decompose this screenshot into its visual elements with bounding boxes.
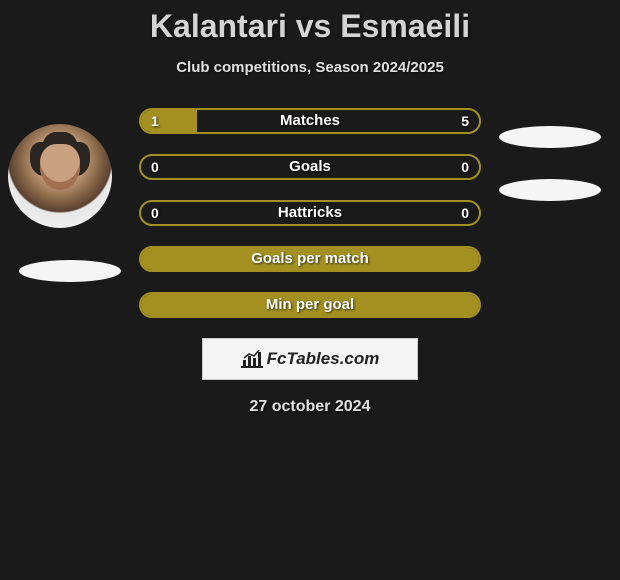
stat-bar-hattricks: 0 Hattricks 0 bbox=[139, 200, 481, 226]
chart-icon bbox=[241, 350, 263, 368]
stat-right-value: 5 bbox=[461, 110, 469, 132]
stat-right-value: 0 bbox=[461, 202, 469, 224]
logo-text: FcTables.com bbox=[267, 349, 380, 369]
stat-bar-goals: 0 Goals 0 bbox=[139, 154, 481, 180]
stat-label: Goals bbox=[141, 156, 479, 178]
stat-right-value: 0 bbox=[461, 156, 469, 178]
player-right-badge-2 bbox=[499, 179, 601, 201]
stat-label: Goals per match bbox=[141, 248, 479, 270]
date-label: 27 october 2024 bbox=[0, 398, 620, 416]
stat-bar-goals-per-match: Goals per match bbox=[139, 246, 481, 272]
page-title: Kalantari vs Esmaeili bbox=[0, 0, 620, 45]
player-right-badge-1 bbox=[499, 126, 601, 148]
player-left-avatar bbox=[8, 124, 112, 228]
player-left-badge bbox=[19, 260, 121, 282]
stat-bar-min-per-goal: Min per goal bbox=[139, 292, 481, 318]
subtitle: Club competitions, Season 2024/2025 bbox=[0, 59, 620, 76]
stat-label: Min per goal bbox=[141, 294, 479, 316]
fctables-logo: FcTables.com bbox=[202, 338, 418, 380]
stat-label: Hattricks bbox=[141, 202, 479, 224]
stat-bar-matches: 1 Matches 5 bbox=[139, 108, 481, 134]
stat-label: Matches bbox=[141, 110, 479, 132]
